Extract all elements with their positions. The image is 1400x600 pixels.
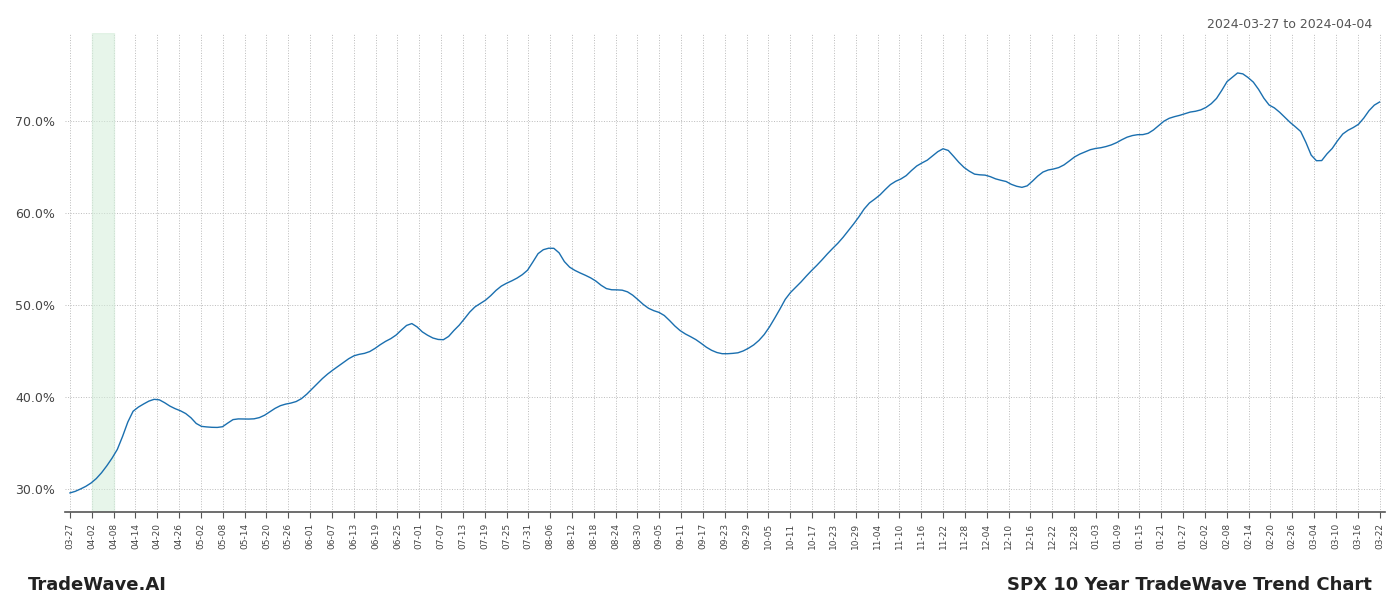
Text: 2024-03-27 to 2024-04-04: 2024-03-27 to 2024-04-04	[1207, 18, 1372, 31]
Text: TradeWave.AI: TradeWave.AI	[28, 576, 167, 594]
Bar	[92, 33, 113, 512]
Text: SPX 10 Year TradeWave Trend Chart: SPX 10 Year TradeWave Trend Chart	[1007, 576, 1372, 594]
